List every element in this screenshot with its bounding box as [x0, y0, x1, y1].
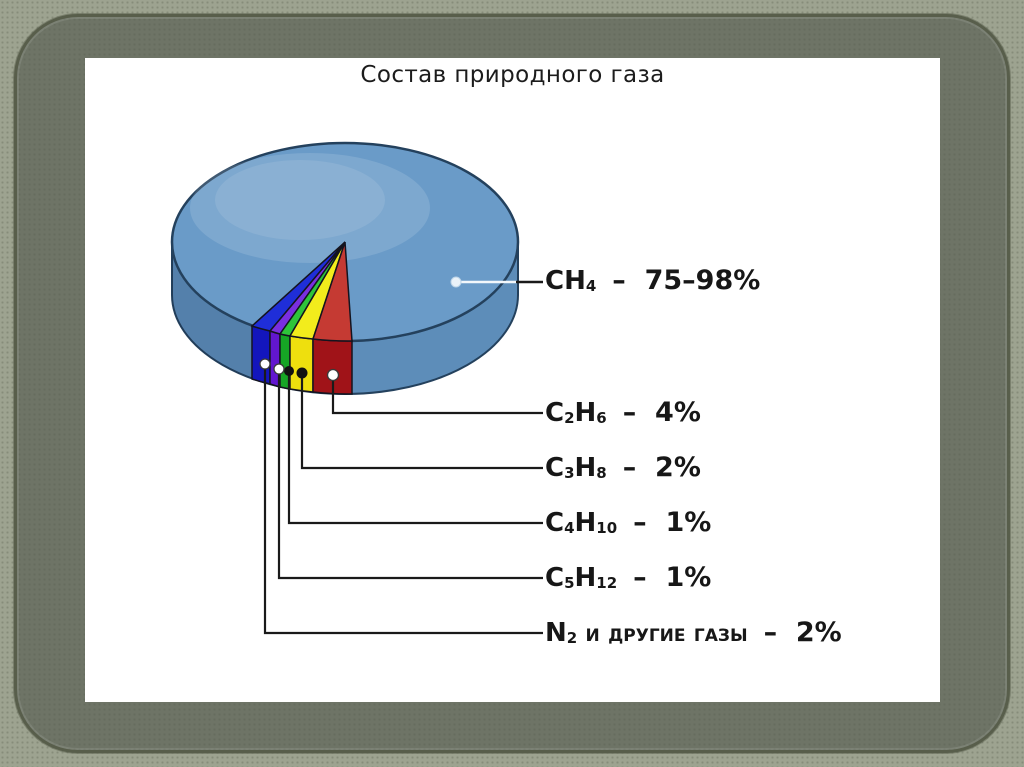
- formula-text: C: [545, 453, 565, 483]
- leader-dot-pentane: [273, 363, 285, 375]
- pie-slice-ethane-top: [311, 241, 353, 342]
- leader-dot-butane: [284, 366, 294, 376]
- formula-text: H: [574, 398, 597, 428]
- formula-subscript: 3: [564, 464, 575, 483]
- formula-text: CH: [545, 266, 586, 296]
- chart-label-ethane: C2H6 – 4%: [545, 397, 701, 431]
- leader-line-nitrogen: [263, 364, 543, 635]
- chart-label-methane: CH4 – 75–98%: [545, 265, 760, 299]
- slice-value: – 4%: [622, 397, 701, 428]
- leader-line-pentane: [277, 369, 543, 580]
- chart-title: Состав природного газа: [360, 62, 665, 88]
- slice-value: – 1%: [633, 507, 712, 538]
- leader-dot-propane: [296, 367, 308, 379]
- label-suffix: и другие газы: [577, 619, 748, 647]
- formula-subscript: 2: [564, 409, 575, 428]
- formula-text: C: [545, 508, 565, 538]
- chart-label-nitrogen-other-gases: N2 и другие газы – 2%: [545, 617, 842, 651]
- leader-dot-nitrogen: [259, 358, 271, 370]
- formula-subscript: 2: [566, 629, 578, 648]
- leader-line-propane: [300, 373, 543, 470]
- formula-subscript: 10: [596, 519, 618, 538]
- leader-line-butane: [287, 371, 543, 525]
- formula-text: C: [545, 563, 565, 593]
- formula-text: H: [574, 453, 597, 483]
- formula-subscript: 4: [564, 519, 575, 538]
- pie-drum-shading: [171, 242, 252, 379]
- leader-dot-ethane: [326, 368, 340, 382]
- slice-value: – 2%: [622, 452, 701, 483]
- formula-text: C: [545, 398, 565, 428]
- slice-value: – 1%: [633, 562, 712, 593]
- formula-text: H: [574, 563, 597, 593]
- formula-subscript: 5: [564, 574, 575, 593]
- leader-dot-methane: [450, 276, 462, 288]
- slice-value: – 75–98%: [612, 265, 761, 296]
- formula-subscript: 6: [596, 409, 607, 428]
- chart-label-propane: C3H8 – 2%: [545, 452, 701, 486]
- pie-slice-nitrogen-side: [251, 324, 271, 385]
- formula-subscript: 4: [585, 277, 597, 296]
- pie-top-highlight: [190, 153, 430, 263]
- leader-line-ethane: [331, 375, 543, 415]
- slide-content-area: [85, 58, 940, 702]
- formula-text: H: [574, 508, 597, 538]
- formula-subscript: 12: [596, 574, 618, 593]
- pie-top-highlight-inner: [215, 160, 385, 240]
- formula-text: N: [545, 618, 567, 648]
- slice-value: – 2%: [763, 617, 842, 648]
- formula-subscript: 8: [596, 464, 607, 483]
- chart-label-butane: C4H10 – 1%: [545, 507, 711, 541]
- chart-label-pentane: C5H12 – 1%: [545, 562, 711, 596]
